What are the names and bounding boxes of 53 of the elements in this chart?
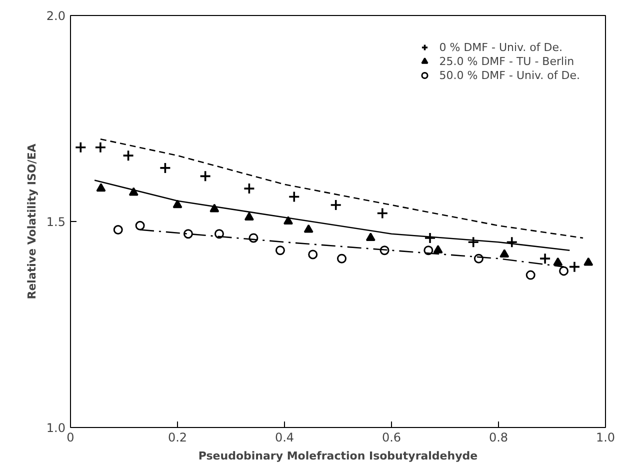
point bbox=[568, 260, 580, 273]
point bbox=[526, 270, 536, 280]
point bbox=[366, 232, 376, 242]
point bbox=[433, 244, 443, 254]
x-tick-label: 0.6 bbox=[382, 430, 402, 444]
x-tick-label: 0.2 bbox=[168, 430, 188, 444]
y-tick-label: 1.0 bbox=[46, 421, 66, 435]
point bbox=[135, 220, 145, 230]
point bbox=[304, 224, 314, 233]
point bbox=[424, 246, 434, 256]
point bbox=[283, 216, 293, 225]
point bbox=[159, 162, 172, 174]
point bbox=[113, 225, 123, 234]
point bbox=[308, 250, 318, 260]
point bbox=[500, 249, 510, 258]
point bbox=[336, 254, 346, 264]
point bbox=[553, 257, 563, 266]
point bbox=[96, 183, 106, 192]
y-tick-label: 1.5 bbox=[46, 215, 66, 229]
point bbox=[214, 229, 224, 239]
y-tick-label: 2.0 bbox=[46, 9, 66, 23]
point bbox=[248, 233, 258, 243]
y-axis-title: Relative Volatility ISO/EA bbox=[25, 143, 38, 300]
point bbox=[94, 141, 106, 154]
point bbox=[559, 266, 569, 276]
legend-label: 0 % DMF - Univ. of De. bbox=[439, 40, 563, 54]
point bbox=[506, 236, 518, 248]
point bbox=[380, 246, 390, 256]
x-axis-title: Pseudobinary Molefraction Isobutyraldehyde bbox=[198, 450, 478, 462]
point bbox=[244, 212, 254, 220]
point bbox=[183, 229, 193, 239]
point bbox=[474, 254, 484, 264]
legend-label: 25.0 % DMF - TU - Berlin bbox=[439, 54, 574, 68]
x-tick-label: 0 bbox=[66, 430, 74, 444]
line-series bbox=[94, 180, 570, 251]
point bbox=[172, 200, 182, 208]
line-series bbox=[100, 138, 584, 239]
x-tick-label: 1.0 bbox=[596, 430, 616, 444]
point bbox=[74, 141, 87, 154]
x-tick-label: 0.4 bbox=[274, 430, 294, 444]
x-tick-label: 0.8 bbox=[488, 430, 508, 444]
point bbox=[275, 246, 285, 256]
point bbox=[288, 190, 300, 203]
point bbox=[467, 236, 480, 248]
point bbox=[376, 207, 388, 220]
point bbox=[199, 170, 212, 182]
point bbox=[243, 182, 256, 194]
point bbox=[122, 150, 134, 162]
point bbox=[539, 252, 551, 264]
point bbox=[424, 232, 436, 244]
point bbox=[584, 257, 594, 266]
point bbox=[330, 199, 342, 211]
legend-label: 50.0 % DMF - Univ. of De. bbox=[439, 68, 580, 82]
